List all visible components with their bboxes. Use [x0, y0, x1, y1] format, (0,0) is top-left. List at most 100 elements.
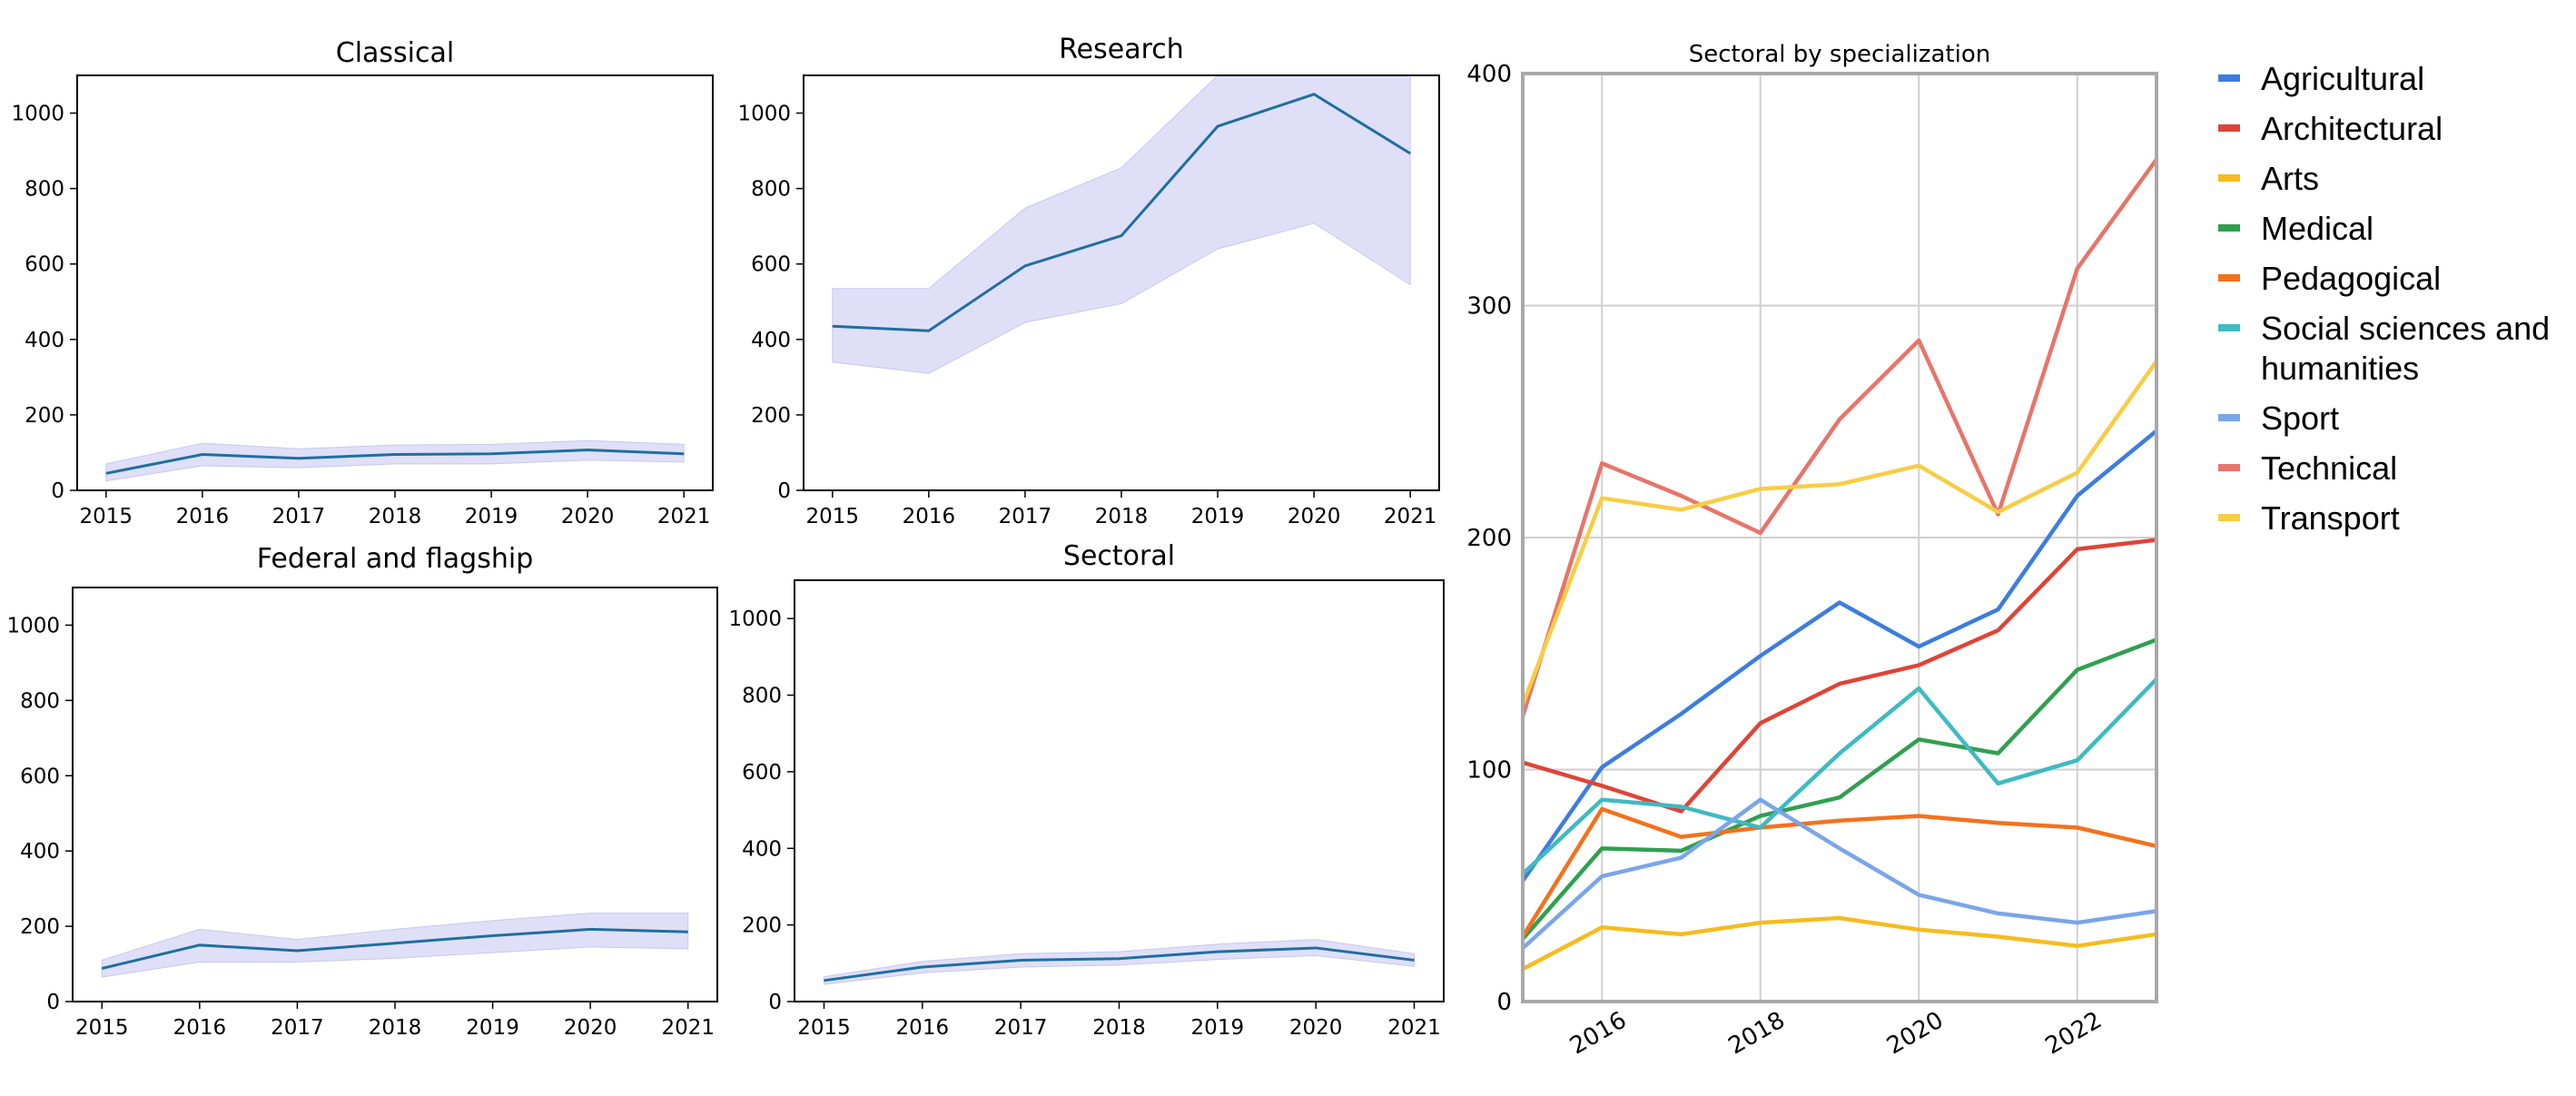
series-line-7 — [1523, 158, 2157, 717]
legend-label: Agricultural — [2261, 60, 2424, 97]
x-tick-label: 2019 — [1191, 1016, 1245, 1040]
legend-item-2: Arts — [2218, 160, 2319, 197]
x-tick-label: 2020 — [561, 505, 615, 528]
x-tick-label: 2016 — [896, 1016, 950, 1040]
y-tick-label: 800 — [751, 178, 791, 202]
confidence-band — [832, 75, 1411, 374]
y-tick-label: 800 — [25, 178, 64, 202]
legend-item-0: Agricultural — [2218, 60, 2424, 97]
legend-label: Social sciences and humanities — [2261, 310, 2550, 387]
y-tick-label: 1000 — [737, 103, 791, 126]
legend-label: Medical — [2261, 210, 2374, 247]
x-tick-label: 2021 — [661, 1016, 715, 1040]
legend-label: Arts — [2261, 160, 2319, 197]
y-tick-label: 0 — [1496, 989, 1512, 1016]
chart-sectoral-by-specialization: 2016 2018 2020 2022 0 100 200 300 400 Sectoral by… — [1466, 41, 2158, 1061]
chart-sectoral: 2015 2016 2017 2018 2019 2020 2021 0 200 400 600 80… — [728, 540, 1445, 1040]
x-tick-label: 2021 — [657, 505, 711, 528]
y-tick-label: 600 — [751, 253, 791, 277]
confidence-band — [105, 439, 685, 482]
chart-classical: 2015 2016 2017 2018 2019 2020 2021 0 200 400 600 80… — [11, 37, 714, 528]
x-tick-label: 2018 — [1095, 505, 1149, 528]
legend-item-1: Architectural — [2218, 110, 2443, 147]
legend-item-3: Medical — [2218, 210, 2374, 247]
x-tick-label: 2016 — [173, 1016, 227, 1040]
y-tick-label: 0 — [768, 991, 782, 1014]
chart-title: Classical — [336, 37, 454, 69]
x-tick-label: 2018 — [369, 505, 422, 528]
y-tick-label: 0 — [777, 479, 791, 503]
y-tick-label: 1000 — [11, 103, 64, 126]
x-tick-label: 2016 — [903, 505, 956, 528]
y-tick-label: 400 — [25, 329, 64, 352]
series-line-8 — [1523, 360, 2157, 706]
y-tick-label: 1000 — [728, 607, 782, 631]
chart-title: Research — [1059, 34, 1184, 65]
series-line-2 — [1523, 915, 2157, 972]
y-tick-label: 1000 — [6, 614, 60, 637]
y-tick-label: 200 — [751, 404, 791, 428]
y-tick-label: 400 — [751, 329, 791, 352]
y-tick-label: 200 — [20, 915, 60, 939]
x-tick-label: 2020 — [1289, 1016, 1343, 1040]
legend-item-7: Technical — [2218, 449, 2397, 487]
x-tick-label: 2019 — [465, 505, 518, 528]
legend-item-4: Pedagogical — [2218, 260, 2441, 297]
legend-label: Sport — [2261, 400, 2339, 437]
x-tick-label: 2020 — [1882, 1007, 1948, 1061]
y-tick-label: 200 — [1466, 525, 1512, 552]
y-tick-label: 600 — [20, 765, 60, 788]
y-tick-label: 200 — [25, 404, 64, 428]
y-tick-label: 0 — [51, 479, 64, 503]
chart-federal-and-flagship: 2015 2016 2017 2018 2019 2020 2021 0 200 400 600 80… — [6, 543, 718, 1040]
series-line-5 — [1523, 677, 2157, 876]
x-tick-label: 2019 — [1191, 505, 1245, 528]
x-tick-label: 2020 — [564, 1016, 617, 1040]
x-tick-label: 2018 — [369, 1016, 422, 1040]
chart-research: 2015 2016 2017 2018 2019 2020 2021 0 200 400 600 80… — [737, 34, 1440, 528]
plot-frame — [1521, 72, 2158, 1003]
y-tick-label: 200 — [742, 914, 782, 938]
legend-label: Technical — [2261, 449, 2397, 487]
confidence-band — [824, 939, 1415, 985]
x-tick-label: 2015 — [806, 505, 860, 528]
legend-label: Transport — [2261, 499, 2400, 537]
x-tick-label: 2015 — [797, 1016, 851, 1040]
x-tick-label: 2018 — [1724, 1007, 1790, 1061]
y-tick-label: 600 — [742, 761, 782, 785]
plot-frame — [76, 74, 714, 491]
x-tick-label: 2022 — [2041, 1007, 2107, 1061]
chart-title: Sectoral by specialization — [1689, 41, 1991, 68]
x-tick-label: 2021 — [1384, 505, 1437, 528]
x-tick-label: 2017 — [271, 1016, 324, 1040]
legend-label: Architectural — [2261, 110, 2443, 147]
y-tick-label: 800 — [742, 685, 782, 708]
x-tick-label: 2021 — [1387, 1016, 1441, 1040]
y-tick-label: 400 — [20, 840, 60, 864]
chart-title: Sectoral — [1063, 540, 1175, 572]
plot-frame — [794, 579, 1445, 1002]
x-tick-label: 2019 — [466, 1016, 519, 1040]
x-tick-label: 2017 — [999, 505, 1052, 528]
x-tick-label: 2015 — [80, 505, 133, 528]
x-tick-label: 2016 — [1565, 1007, 1631, 1061]
x-tick-label: 2015 — [75, 1016, 129, 1040]
x-tick-label: 2020 — [1288, 505, 1341, 528]
y-tick-label: 800 — [20, 689, 60, 713]
x-tick-label: 2018 — [1092, 1016, 1146, 1040]
y-tick-label: 400 — [1466, 61, 1512, 88]
x-tick-label: 2016 — [176, 505, 230, 528]
legend-item-8: Transport — [2218, 499, 2400, 537]
y-tick-label: 300 — [1466, 293, 1512, 321]
legend: Agricultural Architectural Arts Medical Peda… — [2218, 60, 2550, 537]
confidence-band — [101, 913, 689, 978]
y-tick-label: 400 — [742, 837, 782, 861]
legend-item-5: Social sciences and humanities — [2218, 310, 2550, 387]
y-tick-label: 600 — [25, 253, 64, 277]
y-tick-label: 0 — [46, 991, 60, 1014]
series-line-1 — [1523, 538, 2157, 814]
legend-label: Pedagogical — [2261, 260, 2441, 297]
chart-title: Federal and flagship — [257, 543, 533, 575]
y-tick-label: 100 — [1466, 757, 1512, 785]
